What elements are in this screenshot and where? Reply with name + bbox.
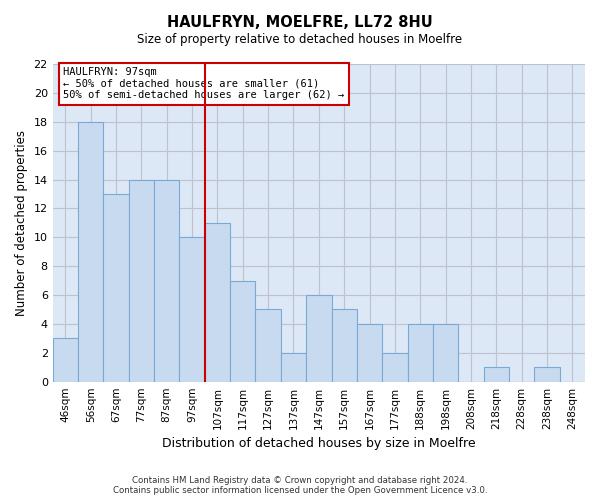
Bar — [179, 238, 205, 382]
Text: Size of property relative to detached houses in Moelfre: Size of property relative to detached ho… — [137, 32, 463, 46]
Bar — [230, 280, 256, 382]
Bar — [357, 324, 382, 382]
Bar — [484, 367, 509, 382]
X-axis label: Distribution of detached houses by size in Moelfre: Distribution of detached houses by size … — [162, 437, 476, 450]
Bar — [129, 180, 154, 382]
Bar — [407, 324, 433, 382]
Text: Contains HM Land Registry data © Crown copyright and database right 2024.
Contai: Contains HM Land Registry data © Crown c… — [113, 476, 487, 495]
Bar — [78, 122, 103, 382]
Bar — [281, 353, 306, 382]
Bar — [256, 310, 281, 382]
Bar — [154, 180, 179, 382]
Bar — [382, 353, 407, 382]
Text: HAULFRYN, MOELFRE, LL72 8HU: HAULFRYN, MOELFRE, LL72 8HU — [167, 15, 433, 30]
Bar — [433, 324, 458, 382]
Text: HAULFRYN: 97sqm
← 50% of detached houses are smaller (61)
50% of semi-detached h: HAULFRYN: 97sqm ← 50% of detached houses… — [64, 67, 344, 100]
Bar — [535, 367, 560, 382]
Bar — [53, 338, 78, 382]
Bar — [306, 295, 332, 382]
Bar — [103, 194, 129, 382]
Bar — [205, 223, 230, 382]
Bar — [332, 310, 357, 382]
Y-axis label: Number of detached properties: Number of detached properties — [15, 130, 28, 316]
